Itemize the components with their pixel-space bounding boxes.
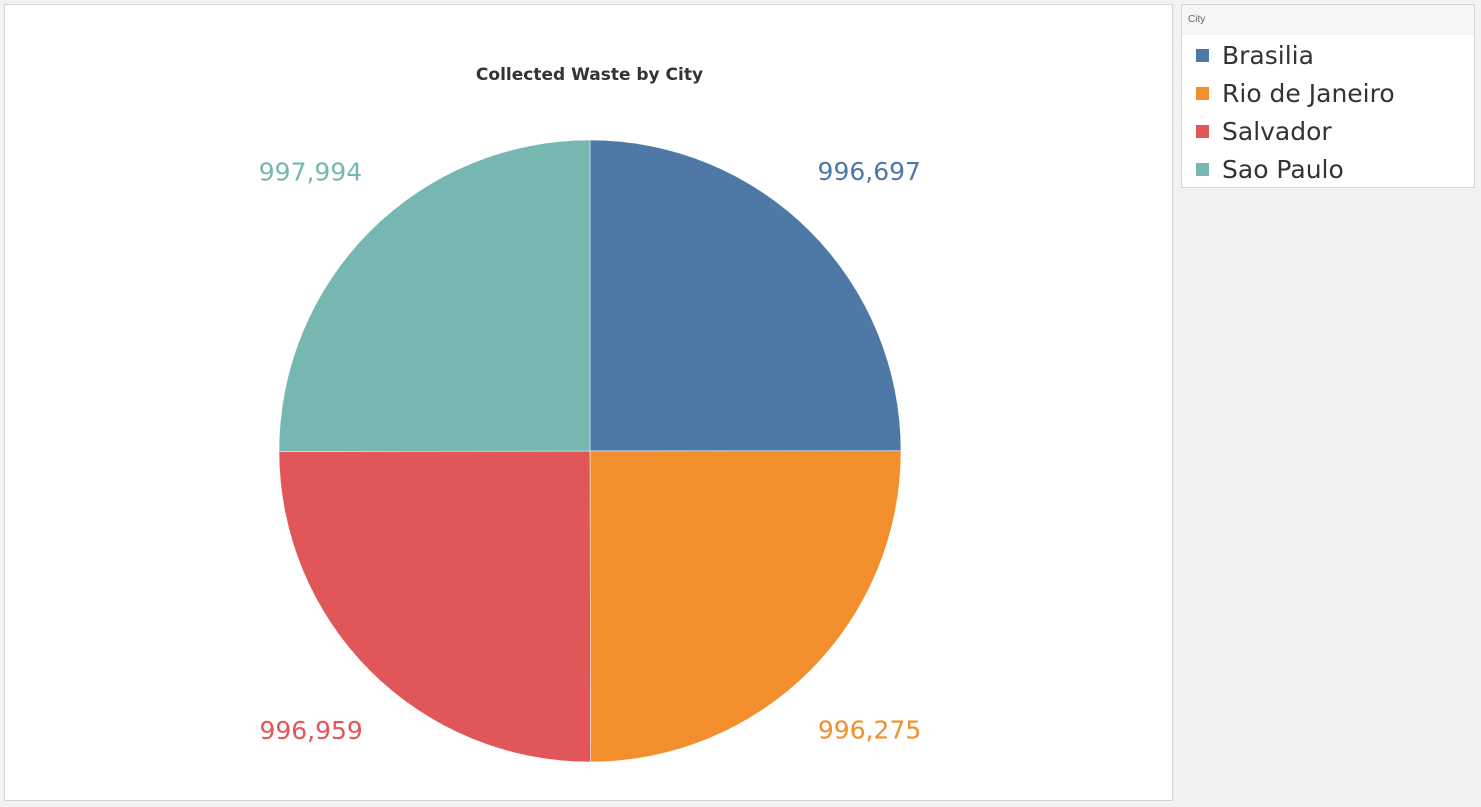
pie-slice-sao-paulo[interactable] [278,139,591,452]
data-label-rio-de-janeiro: 996,275 [818,716,921,745]
pie-chart: 996,697 996,275 996,959 997,994 [259,139,921,763]
data-label-salvador: 996,959 [259,716,362,745]
legend-item-salvador[interactable]: Salvador [1196,112,1332,150]
data-label-sao-paulo: 997,994 [259,157,362,186]
legend-label-sao-paulo: Sao Paulo [1222,154,1344,184]
legend-item-brasilia[interactable]: Brasilia [1196,36,1314,74]
legend-label-brasilia: Brasilia [1222,40,1314,70]
legend-swatch-salvador [1196,124,1209,138]
legend-item-rio-de-janeiro[interactable]: Rio de Janeiro [1196,74,1395,112]
chart-title: Collected Waste by City [475,65,704,85]
data-label-brasilia: 996,697 [818,157,921,186]
legend-swatch-sao-paulo [1196,162,1209,176]
legend-label-rio-de-janeiro: Rio de Janeiro [1222,78,1395,108]
legend-header: City [1182,5,1474,35]
legend-label-salvador: Salvador [1222,116,1332,146]
pie-slice-salvador[interactable] [278,450,591,763]
chart-panel: Collected Waste by City 996,697 996,275 99… [4,4,1173,801]
legend-swatch-rio-de-janeiro [1196,86,1209,100]
legend-title: City [1188,14,1206,25]
legend-item-sao-paulo[interactable]: Sao Paulo [1196,150,1344,188]
legend-swatch-brasilia [1196,48,1209,62]
legend-panel: City Brasilia Rio de Janeiro Salvador Sa… [1181,4,1475,188]
pie-slice-brasilia[interactable] [589,139,902,452]
pie-slice-rio-de-janeiro[interactable] [589,450,902,763]
